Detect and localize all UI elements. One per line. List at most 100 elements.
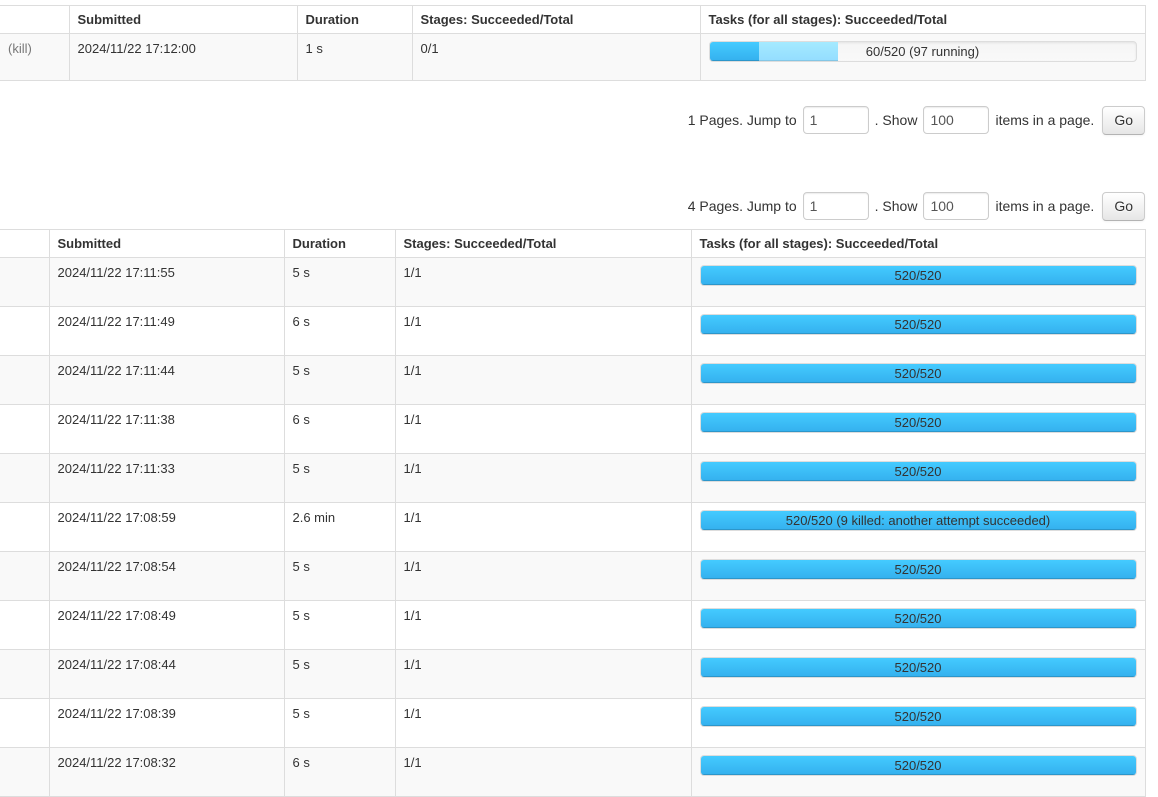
task-progress-label: 520/520	[894, 709, 942, 724]
job-duration-cell: 6 s	[283, 404, 396, 454]
active-header-tasks[interactable]: Tasks (for all stages): Succeeded/Total	[699, 5, 1146, 34]
task-progress-label: 520/520	[894, 268, 942, 283]
job-id-cell	[0, 404, 50, 454]
job-duration-cell: 5 s	[283, 600, 396, 650]
kill-link[interactable]: (kill)	[8, 41, 32, 56]
show-label: . Show	[874, 198, 918, 214]
task-progress-label: 60/520 (97 running)	[865, 44, 980, 59]
job-id-cell	[0, 600, 50, 650]
show-label: . Show	[874, 112, 918, 128]
task-progress-label: 520/520	[894, 611, 942, 626]
job-duration-cell: 5 s	[283, 453, 396, 503]
completed-header-duration[interactable]: Duration	[283, 229, 396, 258]
items-in-page-label: items in a page.	[995, 198, 1095, 214]
task-progress-succeeded-bar	[700, 364, 1136, 383]
task-progress-succeeded-bar	[700, 609, 1136, 628]
job-duration-cell: 6 s	[283, 747, 396, 797]
job-row: 2024/11/22 17:11:55 5 s 1/1 520/520	[0, 257, 1146, 307]
job-row: 2024/11/22 17:08:49 5 s 1/1 520/520	[0, 600, 1146, 650]
items-per-page-input[interactable]	[923, 192, 990, 220]
task-progress-succeeded-bar	[700, 413, 1136, 432]
job-stages-cell: 1/1	[394, 306, 692, 356]
completed-jobs-header-row: Submitted Duration Stages: Succeeded/Tot…	[0, 229, 1146, 258]
job-stages-cell: 1/1	[394, 600, 692, 650]
completed-header-id[interactable]	[0, 229, 50, 258]
job-tasks-cell: 520/520	[690, 698, 1146, 748]
jump-to-page-input[interactable]	[802, 192, 869, 220]
task-progress-track: 520/520	[699, 559, 1137, 580]
job-submitted-cell: 2024/11/22 17:08:44	[48, 649, 285, 699]
job-row: 2024/11/22 17:08:59 2.6 min 1/1 520/520 …	[0, 502, 1146, 552]
task-progress-succeeded-bar	[700, 707, 1136, 726]
completed-header-submitted[interactable]: Submitted	[48, 229, 285, 258]
job-id-cell	[0, 747, 50, 797]
job-stages-cell: 0/1	[411, 33, 701, 81]
job-tasks-cell: 520/520	[690, 649, 1146, 699]
job-row: 2024/11/22 17:08:54 5 s 1/1 520/520	[0, 551, 1146, 601]
task-progress-label: 520/520	[894, 562, 942, 577]
active-header-duration[interactable]: Duration	[296, 5, 413, 34]
task-progress-succeeded-bar	[700, 756, 1136, 775]
jump-to-page-input[interactable]	[802, 106, 869, 134]
task-progress-track: 520/520	[699, 412, 1137, 433]
job-submitted-cell: 2024/11/22 17:11:44	[48, 355, 285, 405]
job-tasks-cell: 520/520	[690, 747, 1146, 797]
job-duration-cell: 2.6 min	[283, 502, 396, 552]
job-stages-cell: 1/1	[394, 355, 692, 405]
active-header-id[interactable]	[0, 5, 70, 34]
job-submitted-cell: 2024/11/22 17:08:59	[48, 502, 285, 552]
job-stages-cell: 1/1	[394, 404, 692, 454]
job-id-cell	[0, 306, 50, 356]
task-progress-track: 520/520	[699, 314, 1137, 335]
completed-header-tasks[interactable]: Tasks (for all stages): Succeeded/Total	[690, 229, 1146, 258]
active-header-submitted[interactable]: Submitted	[68, 5, 298, 34]
job-duration-cell: 1 s	[296, 33, 413, 81]
job-stages-cell: 1/1	[394, 698, 692, 748]
job-duration-cell: 6 s	[283, 306, 396, 356]
task-progress-track: 520/520	[699, 363, 1137, 384]
job-stages-cell: 1/1	[394, 747, 692, 797]
job-submitted-cell: 2024/11/22 17:11:33	[48, 453, 285, 503]
job-id-cell	[0, 551, 50, 601]
job-tasks-cell: 520/520	[690, 404, 1146, 454]
job-submitted-cell: 2024/11/22 17:08:32	[48, 747, 285, 797]
job-id-cell	[0, 649, 50, 699]
completed-jobs-table: Submitted Duration Stages: Succeeded/Tot…	[0, 229, 1146, 797]
task-progress-label: 520/520	[894, 758, 942, 773]
pages-jump-label: 4 Pages. Jump to	[687, 198, 797, 214]
job-submitted-cell: 2024/11/22 17:08:39	[48, 698, 285, 748]
job-stages-cell: 1/1	[394, 502, 692, 552]
completed-header-stages[interactable]: Stages: Succeeded/Total	[394, 229, 692, 258]
task-progress-track: 520/520 (9 killed: another attempt succe…	[699, 510, 1137, 531]
go-button[interactable]: Go	[1102, 105, 1145, 135]
job-duration-cell: 5 s	[283, 355, 396, 405]
job-tasks-cell: 520/520	[690, 600, 1146, 650]
task-progress-succeeded-bar	[700, 560, 1136, 579]
job-kill-cell: (kill)	[0, 33, 70, 81]
job-row: 2024/11/22 17:11:44 5 s 1/1 520/520	[0, 355, 1146, 405]
active-job-row: (kill) 2024/11/22 17:12:00 1 s 0/1 60/52…	[0, 33, 1146, 81]
job-submitted-cell: 2024/11/22 17:08:49	[48, 600, 285, 650]
job-tasks-cell: 520/520	[690, 551, 1146, 601]
task-progress-track: 520/520	[699, 706, 1137, 727]
job-row: 2024/11/22 17:11:33 5 s 1/1 520/520	[0, 453, 1146, 503]
task-progress-track: 520/520	[699, 265, 1137, 286]
task-progress-succeeded-bar	[700, 658, 1136, 677]
job-submitted-cell: 2024/11/22 17:12:00	[68, 33, 298, 81]
job-duration-cell: 5 s	[283, 257, 396, 307]
job-id-cell	[0, 453, 50, 503]
active-header-stages[interactable]: Stages: Succeeded/Total	[411, 5, 701, 34]
task-progress-track: 520/520	[699, 461, 1137, 482]
pages-jump-label: 1 Pages. Jump to	[687, 112, 797, 128]
task-progress-succeeded-bar	[700, 462, 1136, 481]
items-per-page-input[interactable]	[923, 106, 990, 134]
task-progress-succeeded-bar	[709, 42, 759, 61]
completed-jobs-pagination: 4 Pages. Jump to . Show items in a page.…	[0, 191, 1158, 221]
job-submitted-cell: 2024/11/22 17:08:54	[48, 551, 285, 601]
job-tasks-cell: 520/520	[690, 355, 1146, 405]
job-tasks-cell: 520/520	[690, 453, 1146, 503]
active-jobs-table: Submitted Duration Stages: Succeeded/Tot…	[0, 5, 1146, 81]
go-button[interactable]: Go	[1102, 191, 1145, 221]
task-progress-label: 520/520	[894, 660, 942, 675]
